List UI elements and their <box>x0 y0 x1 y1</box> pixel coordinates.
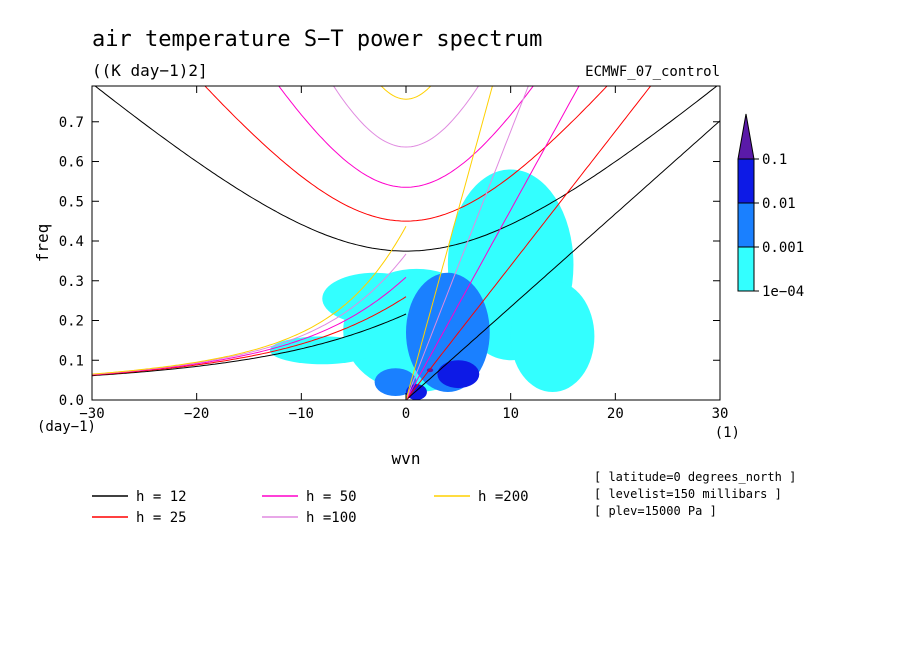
colorbar: 1e−04 0.001 0.01 0.1 <box>737 113 804 300</box>
colorbar-label: 0.001 <box>762 240 804 256</box>
legend: h = 12 h = 25 h = 50 h =100 h =200 <box>92 489 529 526</box>
power-spectrum-layer <box>269 169 595 400</box>
colorbar-box <box>737 202 755 248</box>
x-tick-label: 10 <box>502 406 519 422</box>
colorbar-label: 0.1 <box>762 152 787 168</box>
colorbar-box <box>737 246 755 292</box>
gravity-wave-curve <box>380 86 432 100</box>
kelvin-curve <box>405 86 580 400</box>
axes: −30 −20 −10 0 10 20 30 0.0 0.1 0.2 0.3 0.4 0.5 0.6 0.7 <box>59 86 729 422</box>
y-tick-label: 0.0 <box>59 393 84 409</box>
y-axis-label: freq <box>33 224 52 263</box>
y-tick-label: 0.6 <box>59 155 84 171</box>
info-line: [ plev=15000 Pa ] <box>594 504 717 518</box>
y-tick-label: 0.7 <box>59 115 84 131</box>
power-region <box>269 336 375 365</box>
legend-label: h = 50 <box>306 489 357 505</box>
mixed-rossby-gravity-curve <box>92 296 407 376</box>
kelvin-curve <box>405 120 720 400</box>
info-block: [ latitude=0 degrees_north ] [ levelist=1… <box>594 470 796 518</box>
dispersion-curves <box>92 86 720 400</box>
y-tick-label: 0.1 <box>59 353 84 369</box>
gravity-wave-curve <box>332 86 480 148</box>
chart-subtitle: ((K day−1)2] <box>92 61 208 80</box>
colorbar-label: 1e−04 <box>762 284 804 300</box>
kelvin-curve <box>405 86 652 400</box>
info-line: [ levelist=150 millibars ] <box>594 487 782 501</box>
y-tick-label: 0.4 <box>59 234 84 250</box>
power-region <box>406 384 427 400</box>
gravity-wave-curve <box>278 86 534 188</box>
info-line: [ latitude=0 degrees_north ] <box>594 470 796 484</box>
x-tick-label: 20 <box>607 406 624 422</box>
x-axis-label: wvn <box>392 449 421 468</box>
x-tick-label: −30 <box>79 406 104 422</box>
y-tick-label: 0.5 <box>59 194 84 210</box>
legend-label: h = 25 <box>136 510 187 526</box>
chart-title: air temperature S−T power spectrum <box>92 27 542 52</box>
y-tick-label: 0.2 <box>59 314 84 330</box>
legend-label: h = 12 <box>136 489 187 505</box>
colorbar-triangle <box>737 113 755 160</box>
gravity-wave-curve <box>94 86 718 252</box>
x-tick-label: −20 <box>184 406 209 422</box>
legend-label: h =100 <box>306 510 357 526</box>
y-unit-label: (day−1) <box>37 419 96 435</box>
legend-label: h =200 <box>478 489 529 505</box>
x-tick-label: 30 <box>712 406 729 422</box>
power-region <box>374 368 417 397</box>
x-tick-label: 0 <box>402 406 410 422</box>
source-label: ECMWF_07_control <box>585 64 720 80</box>
x-tick-label: −10 <box>289 406 314 422</box>
colorbar-label: 0.01 <box>762 196 796 212</box>
power-region <box>322 272 427 325</box>
power-region <box>437 360 480 389</box>
colorbar-box <box>737 158 755 204</box>
power-region <box>510 280 595 393</box>
y-tick-label: 0.3 <box>59 274 84 290</box>
x-unit-label: (1) <box>715 425 740 441</box>
kelvin-curve <box>405 86 493 400</box>
mixed-rossby-gravity-curve <box>92 226 407 375</box>
kelvin-curve <box>405 86 529 400</box>
gravity-wave-curve <box>204 86 608 222</box>
mixed-rossby-gravity-curve <box>92 313 407 377</box>
